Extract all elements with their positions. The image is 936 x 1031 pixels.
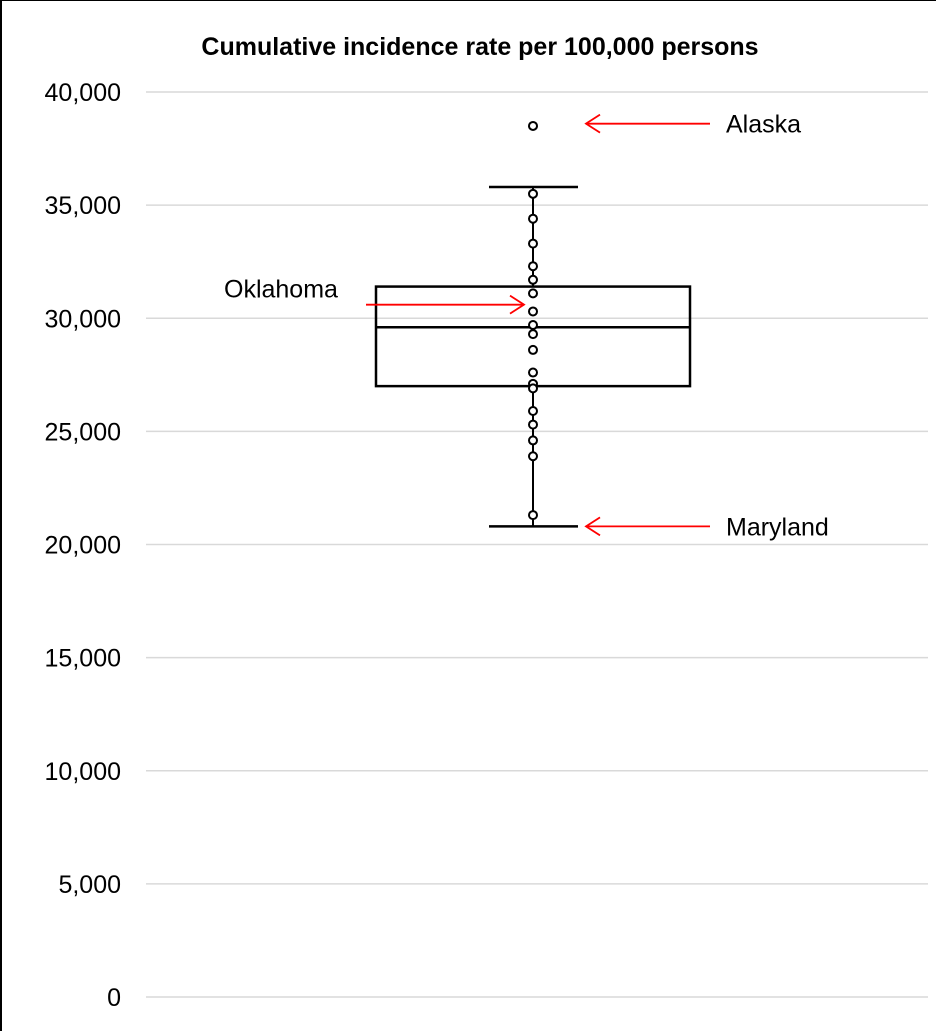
data-point xyxy=(528,306,538,317)
annotation-label: Maryland xyxy=(726,513,829,541)
annotation-arrow-head xyxy=(584,516,601,537)
y-tick-label: 30,000 xyxy=(45,305,121,333)
data-point xyxy=(528,406,538,417)
y-tick-label: 10,000 xyxy=(45,758,121,786)
data-point xyxy=(528,344,538,355)
whiskers xyxy=(489,185,578,528)
data-point xyxy=(528,451,538,462)
data-point xyxy=(528,510,538,521)
data-point xyxy=(528,435,538,446)
data-point xyxy=(528,188,538,199)
data-point xyxy=(528,288,538,299)
annotation-arrow-head xyxy=(584,113,601,134)
data-point xyxy=(528,120,538,131)
y-tick-label: 40,000 xyxy=(45,79,121,107)
data-point xyxy=(528,329,538,340)
y-axis-tick-labels: 0 5,000 10,000 15,000 20,000 25,000 30,000 35,0… xyxy=(45,79,121,1012)
y-tick-label: 5,000 xyxy=(58,871,121,899)
data-point xyxy=(528,367,538,378)
annotation-arrow-head xyxy=(509,294,526,315)
data-point xyxy=(528,320,538,331)
data-point xyxy=(528,274,538,285)
chart-title: Cumulative incidence rate per 100,000 pe… xyxy=(201,33,758,61)
y-tick-label: 25,000 xyxy=(45,418,121,446)
data-point xyxy=(528,261,538,272)
data-point xyxy=(528,419,538,430)
y-tick-label: 0 xyxy=(107,984,121,1012)
data-point xyxy=(528,213,538,224)
annotation-label: Alaska xyxy=(726,111,801,139)
data-point xyxy=(528,383,538,394)
annotations: Alaska Oklahoma Maryland xyxy=(224,111,829,542)
y-tick-label: 35,000 xyxy=(45,192,121,220)
annotation-label: Oklahoma xyxy=(224,276,338,304)
y-tick-label: 20,000 xyxy=(45,532,121,560)
data-point xyxy=(528,238,538,249)
data-points xyxy=(528,120,538,521)
grid-lines xyxy=(146,91,928,998)
y-tick-label: 15,000 xyxy=(45,645,121,673)
